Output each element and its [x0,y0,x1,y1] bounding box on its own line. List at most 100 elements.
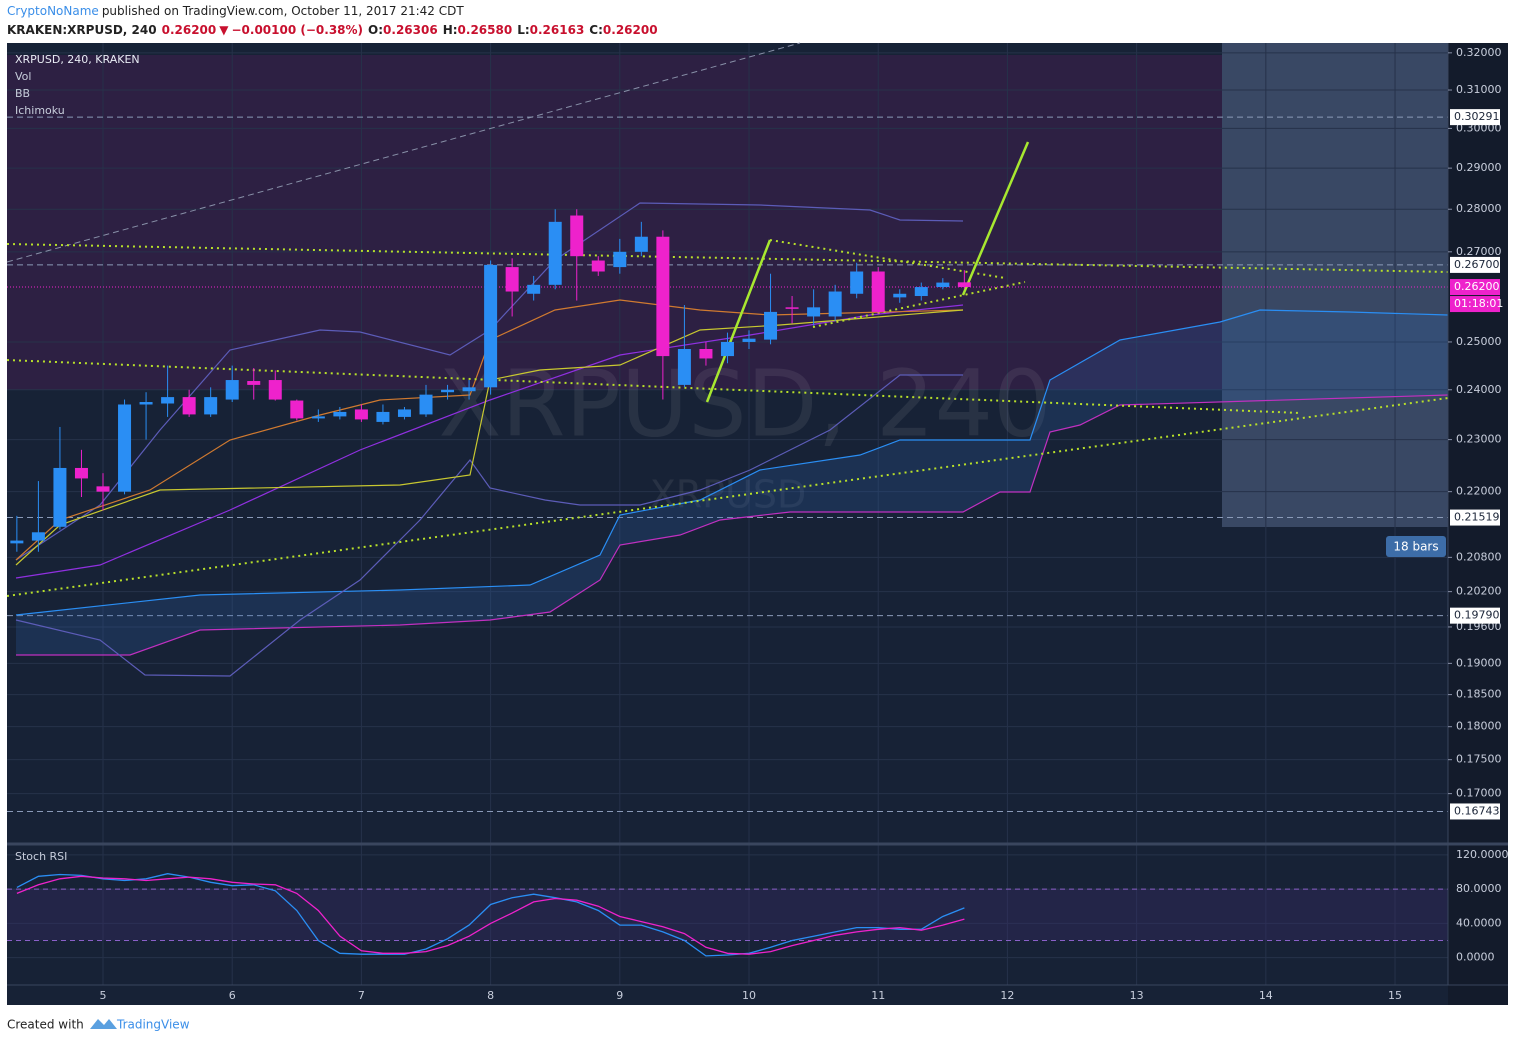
watermark-sub: XRPUSD [650,473,807,517]
projection [961,141,1030,296]
bb-upper [15,202,964,561]
header-line: CryptoNoName published on TradingView.com… [7,4,464,18]
published: published on TradingView.com, October 11… [102,4,465,18]
x-tick-label: 5 [99,989,106,1002]
x-tick-label: 11 [871,989,885,1002]
trend-dashed [6,42,801,263]
y-tick-label: 80.0000 [1456,882,1502,895]
candle-body [570,215,584,257]
candle-body [957,282,971,288]
symbol: KRAKEN:XRPUSD, 240 [7,23,157,37]
y-tick-label: 0.32000 [1456,46,1502,59]
y-tick-label: 0.25000 [1456,335,1502,348]
candle-body [182,397,196,415]
author[interactable]: CryptoNoName [7,4,99,18]
x-tick-label: 8 [487,989,494,1002]
x-tick-label: 12 [1000,989,1014,1002]
footer-brand[interactable]: TradingView [116,1018,190,1032]
trendline [6,243,1449,273]
stoch-band [7,889,1448,941]
candle-body [807,307,821,317]
bb-lower [15,374,963,677]
indicator-name: Ichimoku [15,104,65,117]
symbol-line: KRAKEN:XRPUSD, 240 0.26200 ▼ −0.00100 (−0.3… [7,23,658,37]
candle-body [828,291,842,317]
candle-body [591,260,605,272]
ohlc-key: O: [368,23,383,37]
candle-body [10,540,24,544]
candle-body [441,389,455,393]
y-tick-label: 0.18000 [1456,720,1502,733]
y-tick-label: 40.0000 [1456,916,1502,929]
price-badge [1450,109,1500,126]
stoch-line [16,875,965,955]
y-tick-label: 0.17500 [1456,753,1502,766]
candle-body [290,400,304,419]
trendline [6,397,1449,597]
y-tick-label: 0.24000 [1456,383,1502,396]
indicators [6,42,1449,677]
x-tick-label: 14 [1259,989,1273,1002]
ichimoku-cloud [16,310,1448,655]
candle-body [720,341,734,357]
price-label: 0.21519 [1454,511,1500,524]
trendlines [6,239,1449,597]
price-label: 0.26700 [1454,258,1500,271]
trendline [812,281,1026,328]
candle-body [656,236,670,357]
y-tick-label: 120.0000 [1456,848,1509,861]
candle-body [677,349,691,385]
y-tick-label: 0.18500 [1456,688,1502,701]
candle-body [74,467,88,479]
stoch-line [16,873,965,957]
candle-body [354,409,368,420]
range-label: 18 bars [1393,540,1438,554]
price-badge [1450,509,1500,526]
candle-body [225,380,239,400]
candle-body [613,251,627,268]
countdown: 01:18:01 [1454,297,1503,310]
candle-body [53,467,67,527]
price-badge [1450,803,1500,820]
candle-body [785,307,799,309]
candle-body [936,282,950,288]
arrow: ▼ [219,23,229,37]
change: −0.00100 (−0.38%) [231,23,363,37]
span-a [15,309,1449,616]
trendline [769,239,1006,279]
price-badge [1450,607,1500,624]
candle-body [397,409,411,417]
ohlc-value: 0.26200 [603,23,658,37]
y-tick-label: 0.28000 [1456,202,1502,215]
price-label: 0.30291 [1454,110,1500,123]
y-tick-label: 0.27000 [1456,245,1502,258]
countdown-badge [1450,296,1500,313]
candle-body [204,397,218,415]
candle-body [634,236,648,252]
candle-body [505,267,519,292]
grid [7,43,1448,985]
candle-body [333,411,347,417]
ohlc-value: 0.26163 [530,23,585,37]
candle-body [268,380,282,400]
candle-body [419,394,433,415]
candle-body [462,387,476,392]
x-tick-label: 10 [742,989,756,1002]
price-badge [1450,256,1500,273]
candle-body [161,397,175,404]
footer-text: Created with [7,1018,84,1032]
x-tick-label: 15 [1388,989,1402,1002]
candle-body [699,349,713,359]
y-tick-label: 0.23000 [1456,433,1502,446]
x-tick-label: 7 [358,989,365,1002]
last: 0.26200 [162,23,217,37]
candle-body [96,486,110,492]
candle-body [31,532,45,541]
candle-body [548,221,562,285]
range-box [1222,43,1448,527]
zone [7,55,1222,390]
x-tick-label: 9 [616,989,623,1002]
candle-body [742,338,756,342]
ohlc-key: C: [589,23,603,37]
candle-body [311,416,325,419]
